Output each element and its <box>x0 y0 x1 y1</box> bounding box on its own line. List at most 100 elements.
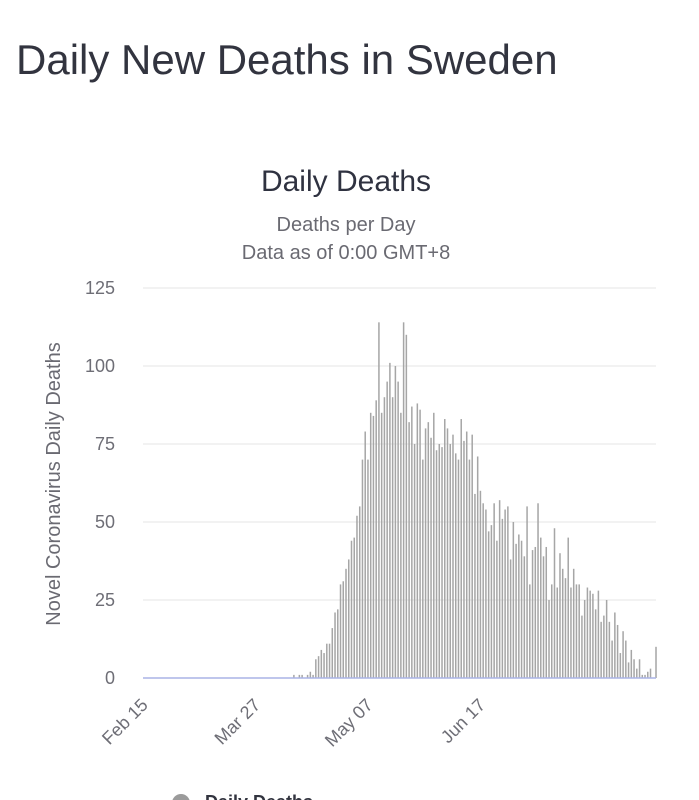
bar[interactable] <box>389 362 391 678</box>
bar[interactable] <box>315 659 317 678</box>
bar[interactable] <box>350 540 353 678</box>
bar[interactable] <box>512 522 515 678</box>
bar[interactable] <box>438 444 441 678</box>
bar[interactable] <box>556 587 558 678</box>
bar[interactable] <box>408 422 410 678</box>
bar[interactable] <box>331 628 334 678</box>
bar[interactable] <box>378 322 380 678</box>
bar[interactable] <box>553 528 556 678</box>
bar[interactable] <box>644 674 646 678</box>
bar[interactable] <box>405 334 408 678</box>
bar[interactable] <box>433 412 435 678</box>
bar[interactable] <box>551 584 553 678</box>
bar[interactable] <box>476 456 479 678</box>
bar[interactable] <box>647 671 649 678</box>
bar[interactable] <box>655 646 657 678</box>
bar[interactable] <box>490 525 493 678</box>
bar[interactable] <box>575 584 578 678</box>
bar[interactable] <box>616 624 619 678</box>
bar[interactable] <box>542 556 545 678</box>
bar[interactable] <box>402 322 405 678</box>
bar[interactable] <box>518 534 520 678</box>
bar[interactable] <box>597 590 600 678</box>
bar[interactable] <box>594 609 597 678</box>
bar[interactable] <box>386 381 388 678</box>
bar[interactable] <box>416 403 419 678</box>
bar[interactable] <box>441 447 443 678</box>
bar[interactable] <box>342 581 345 678</box>
bar[interactable] <box>630 649 633 678</box>
bar[interactable] <box>487 531 490 678</box>
bar[interactable] <box>419 409 421 678</box>
bar[interactable] <box>625 640 627 678</box>
bar[interactable] <box>380 412 383 678</box>
bar[interactable] <box>474 493 476 678</box>
bar[interactable] <box>309 671 312 678</box>
bar[interactable] <box>537 503 539 678</box>
bar[interactable] <box>422 459 424 678</box>
bar[interactable] <box>375 400 377 678</box>
bar[interactable] <box>608 621 611 678</box>
bar[interactable] <box>526 506 528 678</box>
bar[interactable] <box>572 568 575 678</box>
bar[interactable] <box>570 587 572 678</box>
bar[interactable] <box>358 506 361 678</box>
bar[interactable] <box>605 600 608 678</box>
bar[interactable] <box>496 540 498 678</box>
bar[interactable] <box>468 459 471 678</box>
bar[interactable] <box>460 419 462 678</box>
bar[interactable] <box>411 406 413 678</box>
bar[interactable] <box>301 674 303 678</box>
bar[interactable] <box>298 674 301 678</box>
bar[interactable] <box>293 674 295 678</box>
bar[interactable] <box>638 659 641 678</box>
bar[interactable] <box>372 415 375 678</box>
bar[interactable] <box>383 397 386 678</box>
bar[interactable] <box>397 381 399 678</box>
bar[interactable] <box>394 366 397 678</box>
bar[interactable] <box>493 503 495 678</box>
bar[interactable] <box>529 584 531 678</box>
bar[interactable] <box>586 587 589 678</box>
bar[interactable] <box>564 578 567 678</box>
bar[interactable] <box>457 459 460 678</box>
bar[interactable] <box>482 503 484 678</box>
bar[interactable] <box>603 615 605 678</box>
bar[interactable] <box>446 428 449 678</box>
bar[interactable] <box>589 590 591 678</box>
bar[interactable] <box>369 412 372 678</box>
legend[interactable]: Daily Deaths <box>172 792 313 800</box>
bar[interactable] <box>507 506 509 678</box>
bar[interactable] <box>498 500 501 678</box>
bar[interactable] <box>312 674 314 678</box>
bar[interactable] <box>347 559 350 678</box>
bar[interactable] <box>633 659 635 678</box>
bar[interactable] <box>523 556 526 678</box>
bar[interactable] <box>578 584 580 678</box>
bar[interactable] <box>622 631 624 678</box>
bar[interactable] <box>583 600 586 678</box>
bar[interactable] <box>435 450 438 678</box>
bar[interactable] <box>364 431 366 678</box>
bar[interactable] <box>581 615 583 678</box>
bar[interactable] <box>611 640 613 678</box>
bar[interactable] <box>520 540 523 678</box>
bar[interactable] <box>361 459 364 678</box>
bar[interactable] <box>430 437 432 678</box>
bar[interactable] <box>561 568 564 678</box>
bar[interactable] <box>452 434 454 678</box>
bar[interactable] <box>567 537 569 678</box>
bar[interactable] <box>328 643 331 678</box>
bar[interactable] <box>326 643 328 678</box>
bar[interactable] <box>391 397 394 678</box>
bar[interactable] <box>548 600 550 678</box>
bar[interactable] <box>545 546 548 678</box>
bar[interactable] <box>509 559 512 678</box>
bar[interactable] <box>413 444 416 678</box>
bar[interactable] <box>592 593 594 678</box>
bar[interactable] <box>614 612 616 678</box>
bar[interactable] <box>501 518 504 678</box>
bar[interactable] <box>504 509 506 678</box>
bar[interactable] <box>485 509 487 678</box>
bar[interactable] <box>356 515 358 678</box>
